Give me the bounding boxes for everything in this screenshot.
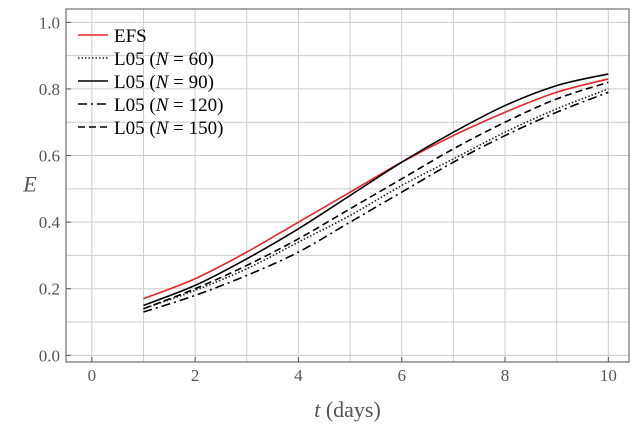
- legend-label: EFS: [114, 26, 147, 47]
- y-tick-label: 0.2: [39, 280, 60, 299]
- x-tick-label: 4: [294, 366, 303, 385]
- legend-label: L05 (N = 90): [114, 72, 214, 93]
- x-tick-label: 6: [397, 366, 406, 385]
- y-tick-label: 0.0: [39, 346, 60, 365]
- legend-label: L05 (N = 150): [114, 118, 223, 139]
- y-tick-label: 1.0: [39, 13, 60, 32]
- grid: [66, 9, 629, 362]
- series-line: [143, 91, 609, 313]
- x-axis-title-unit: (days): [320, 397, 380, 422]
- axis-ticks: 0 2 4 6 8 10 0.0 0.2 0.4 0.6 0.8 1.0: [39, 13, 617, 385]
- x-tick-label: 0: [88, 366, 97, 385]
- legend-label: L05 (N = 60): [114, 49, 214, 70]
- x-axis-title: t (days): [314, 397, 381, 422]
- series-line: [143, 88, 609, 310]
- series-lines: [143, 73, 609, 313]
- series-line: [143, 78, 609, 300]
- plot-frame: [65, 8, 630, 363]
- series-line: [143, 73, 609, 307]
- y-tick-label: 0.4: [39, 213, 61, 232]
- legend-label: L05 (N = 120): [114, 95, 223, 116]
- y-tick-label: 0.8: [39, 80, 60, 99]
- x-axis-title-symbol: t: [314, 397, 321, 422]
- y-tick-label: 0.6: [39, 147, 60, 166]
- y-axis-title: E: [22, 172, 37, 197]
- series-line: [143, 81, 609, 310]
- x-tick-label: 8: [501, 366, 510, 385]
- x-tick-label: 10: [600, 366, 617, 385]
- x-tick-label: 2: [191, 366, 200, 385]
